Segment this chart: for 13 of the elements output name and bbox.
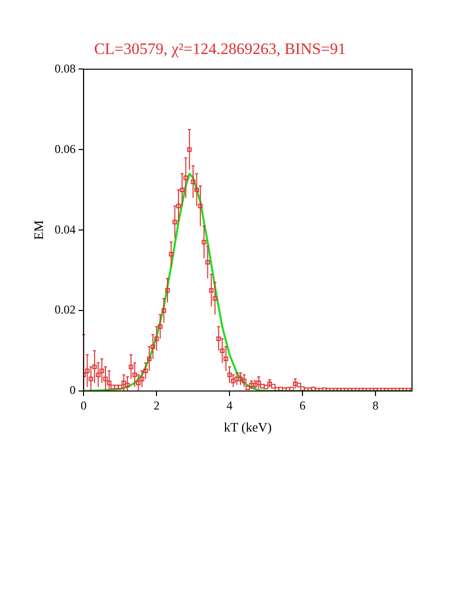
x-tick-label: 6: [300, 398, 306, 412]
x-axis-title: kT (keV): [224, 420, 272, 435]
y-tick-label: 0.06: [54, 142, 76, 156]
x-tick-label: 4: [226, 398, 233, 412]
y-tick-label: 0.02: [54, 302, 76, 317]
y-tick-label: 0.04: [54, 222, 76, 236]
x-tick-label: 0: [80, 398, 87, 412]
y-tick-label: 0: [70, 383, 76, 398]
y-axis-title: EM: [31, 220, 46, 240]
x-tick-label: 2: [154, 398, 160, 412]
y-tick-label: 0.08: [54, 61, 76, 76]
x-tick-label: 8: [372, 398, 379, 412]
chart-title: CL=30579, χ²=124.2869263, BINS=91: [94, 40, 346, 58]
